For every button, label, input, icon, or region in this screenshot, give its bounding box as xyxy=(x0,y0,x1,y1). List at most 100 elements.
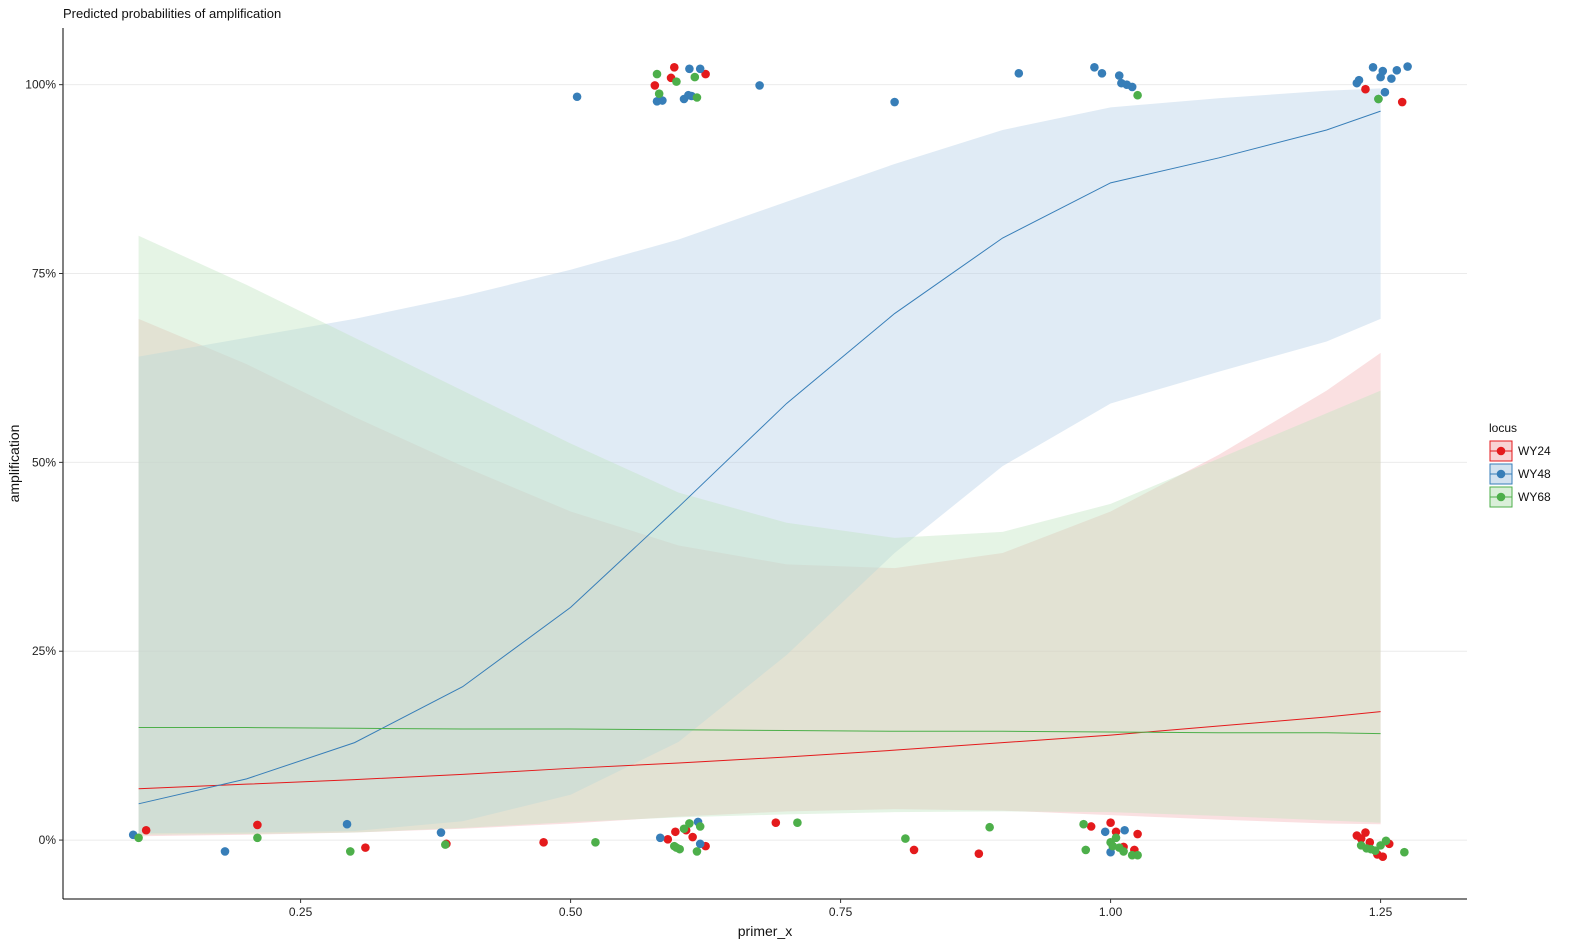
point-wy68 xyxy=(345,847,355,856)
point-wy48 xyxy=(890,97,899,107)
point-wy24 xyxy=(1361,828,1370,837)
point-wy68 xyxy=(654,89,664,99)
point-wy68 xyxy=(1079,819,1088,829)
point-wy68 xyxy=(695,822,705,831)
legend: locus WY24 WY48 WY68 xyxy=(1489,421,1551,508)
axes xyxy=(62,28,1467,900)
line-wy48 xyxy=(138,110,1381,805)
x-tick-label: 0.25 xyxy=(289,905,313,919)
x-tick-label: 0.75 xyxy=(829,905,853,919)
legend-key-point-wy24 xyxy=(1496,446,1506,456)
legend-label-wy24: WY24 xyxy=(1518,444,1551,458)
point-wy48 xyxy=(685,64,694,74)
y-axis-title: amplification xyxy=(6,425,22,503)
point-wy24 xyxy=(974,849,984,858)
point-wy48 xyxy=(436,828,446,837)
y-tick-label: 100% xyxy=(25,78,56,92)
point-wy48 xyxy=(1368,62,1378,72)
point-wy68 xyxy=(134,833,143,843)
point-wy68 xyxy=(1374,94,1383,104)
legend-key-point-wy48 xyxy=(1496,469,1506,479)
legend-label-wy48: WY48 xyxy=(1518,467,1551,481)
ribbon-wy48 xyxy=(138,88,1381,834)
point-wy48 xyxy=(1097,69,1107,78)
point-wy24 xyxy=(1111,827,1121,837)
point-wy48 xyxy=(220,847,230,856)
point-wy48 xyxy=(1100,827,1110,837)
point-wy68 xyxy=(441,840,450,849)
point-wy68 xyxy=(1400,847,1409,857)
point-wy68 xyxy=(901,834,910,843)
x-axis-ticks: 0.25 0.50 0.75 1.00 1.25 xyxy=(289,899,1393,919)
point-wy24 xyxy=(1106,818,1115,828)
legend-label-wy68: WY68 xyxy=(1518,490,1551,504)
point-wy68 xyxy=(793,818,802,828)
legend-title: locus xyxy=(1489,421,1517,435)
y-tick-label: 0% xyxy=(39,833,57,847)
point-wy68 xyxy=(1119,847,1128,856)
point-wy24 xyxy=(671,827,680,837)
point-wy68 xyxy=(985,822,994,832)
point-wy48 xyxy=(755,81,764,90)
point-wy68 xyxy=(1111,833,1121,843)
point-wy48 xyxy=(342,819,352,829)
point-wy68 xyxy=(692,93,702,102)
point-wy24 xyxy=(650,81,660,90)
point-wy68 xyxy=(679,824,689,834)
ribbon-wy24 xyxy=(138,318,1381,837)
line-wy24 xyxy=(138,711,1381,790)
point-wy24 xyxy=(1361,84,1370,94)
point-wy68 xyxy=(652,69,662,79)
point-wy48 xyxy=(1114,71,1124,80)
ribbon-wy68 xyxy=(138,235,1381,835)
point-wy48 xyxy=(1380,87,1390,97)
x-tick-label: 0.50 xyxy=(559,905,583,919)
point-wy68 xyxy=(672,77,681,86)
point-wy48 xyxy=(1387,74,1396,83)
point-wy48 xyxy=(1392,66,1402,75)
point-wy48 xyxy=(658,96,667,105)
point-wy24 xyxy=(1086,822,1096,831)
point-wy68 xyxy=(1081,845,1091,855)
y-axis-ticks: 0% 25% 50% 75% 100% xyxy=(25,78,63,847)
y-tick-label: 50% xyxy=(32,455,56,469)
point-wy24 xyxy=(1397,97,1407,107)
point-wy24 xyxy=(539,838,548,847)
point-wy68 xyxy=(253,833,262,843)
point-wy24 xyxy=(141,825,151,835)
point-wy24 xyxy=(909,845,919,855)
point-wy68 xyxy=(690,72,700,82)
point-wy48 xyxy=(1403,62,1412,71)
point-wy24 xyxy=(771,818,781,828)
point-wy24 xyxy=(361,843,370,852)
point-wy24 xyxy=(253,820,262,830)
point-wy68 xyxy=(1133,850,1142,860)
legend-key-point-wy68 xyxy=(1496,492,1506,502)
point-wy24 xyxy=(669,62,679,72)
grid-lines xyxy=(63,84,1467,841)
point-wy24 xyxy=(1133,829,1142,839)
chart-title: Predicted probabilities of amplification xyxy=(63,6,281,21)
point-wy48 xyxy=(1090,62,1099,72)
x-axis-title: primer_x xyxy=(738,923,792,939)
point-wy24 xyxy=(701,69,710,79)
point-wy48 xyxy=(655,833,665,843)
point-wy48 xyxy=(1378,66,1388,76)
point-wy48 xyxy=(695,64,705,74)
point-wy48 xyxy=(1354,75,1364,85)
point-wy68 xyxy=(1108,841,1118,851)
y-tick-label: 75% xyxy=(32,267,56,281)
point-wy68 xyxy=(1370,846,1380,855)
point-wy68 xyxy=(591,838,600,847)
series-lines xyxy=(138,110,1381,805)
confidence-ribbons xyxy=(138,88,1381,837)
point-wy68 xyxy=(685,819,694,828)
point-wy48 xyxy=(1120,825,1129,835)
line-wy68 xyxy=(138,727,1381,735)
point-wy48 xyxy=(572,92,582,102)
point-wy68 xyxy=(1381,836,1391,846)
point-wy24 xyxy=(1356,834,1366,843)
point-wy68 xyxy=(1133,90,1142,100)
x-tick-label: 1.00 xyxy=(1099,905,1123,919)
